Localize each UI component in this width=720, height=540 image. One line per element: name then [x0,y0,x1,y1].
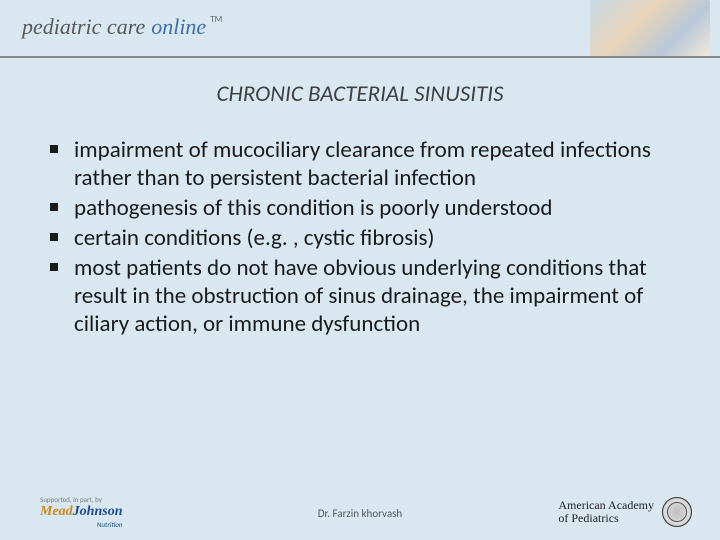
bullet-item: certain conditions (e.g. , cystic fibros… [44,224,680,252]
sponsor-block: Supported, in part, by MeadJohnson Nutri… [40,495,122,529]
author-credit: Dr. Farzin khorvash [318,507,402,520]
aap-block: American Academy of Pediatrics [558,497,692,527]
aap-seal-icon [662,497,692,527]
brand-logo: pediatric care online TM [22,14,224,40]
bullet-item: most patients do not have obvious underl… [44,254,680,338]
aap-line2: of Pediatrics [558,512,654,525]
header-photo [590,0,710,56]
brand-text-2: online [151,14,206,40]
sponsor-label: Supported, in part, by [40,495,122,504]
slide-footer: Supported, in part, by MeadJohnson Nutri… [0,490,720,540]
sponsor-johnson: Johnson [73,504,123,519]
sponsor-mead: Mead [40,504,73,519]
aap-text: American Academy of Pediatrics [558,499,654,524]
trademark-symbol: TM [210,14,222,25]
sponsor-subtext: Nutrition [40,520,122,529]
slide-content: impairment of mucociliary clearance from… [0,108,720,338]
slide-title: CHRONIC BACTERIAL SINUSITIS [0,80,720,108]
slide-header: pediatric care online TM [0,0,720,58]
sponsor-logo: MeadJohnson [40,504,122,520]
brand-text-1: pediatric care [22,14,145,40]
bullet-list: impairment of mucociliary clearance from… [44,136,680,338]
bullet-item: impairment of mucociliary clearance from… [44,136,680,192]
bullet-item: pathogenesis of this condition is poorly… [44,194,680,222]
